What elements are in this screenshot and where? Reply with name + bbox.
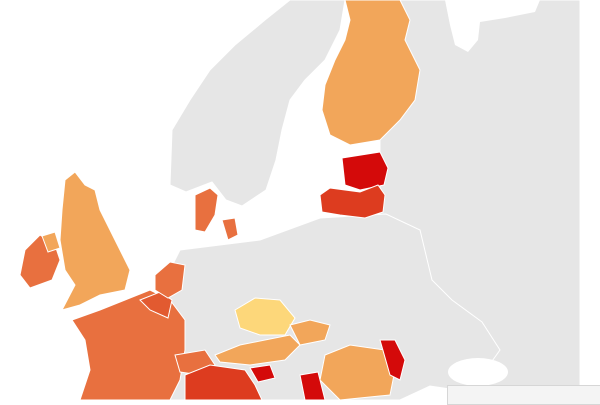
region-uk[interactable] <box>59 171 131 311</box>
region-northern-ireland[interactable] <box>41 231 61 253</box>
region-france[interactable] <box>71 289 186 400</box>
region-italy[interactable] <box>184 364 263 400</box>
region-latvia[interactable] <box>319 184 386 219</box>
region-estonia[interactable] <box>341 151 389 191</box>
black-sea <box>448 358 508 386</box>
region-czechia[interactable] <box>234 297 296 336</box>
scandinavia-region <box>169 0 346 207</box>
region-denmark[interactable] <box>194 187 239 241</box>
region-netherlands[interactable] <box>154 261 186 299</box>
legend-panel <box>447 385 600 405</box>
region-slovenia[interactable] <box>249 364 276 383</box>
region-belgium[interactable] <box>139 291 173 319</box>
white-sea <box>445 0 540 52</box>
region-slovakia[interactable] <box>289 319 331 346</box>
region-serbia[interactable] <box>299 371 326 400</box>
region-romania[interactable] <box>319 344 396 400</box>
region-finland[interactable] <box>321 0 421 146</box>
region-moldova[interactable] <box>379 339 406 381</box>
